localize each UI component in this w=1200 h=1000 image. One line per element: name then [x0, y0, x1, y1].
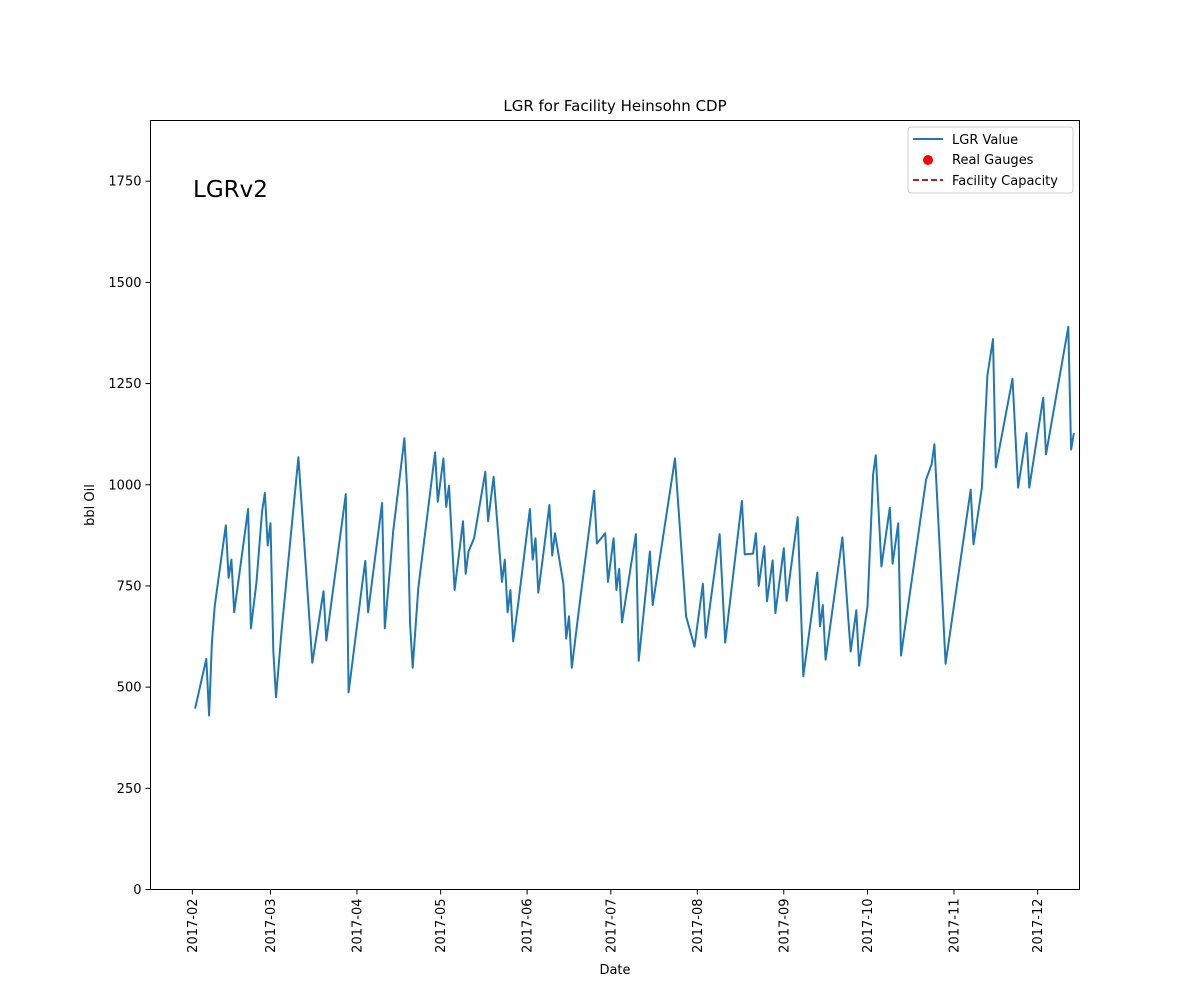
x-tick-label: 2017-04 — [350, 899, 365, 953]
legend-box — [907, 126, 1074, 194]
x-tick-label: 2017-07 — [604, 899, 619, 953]
x-tick-label: 2017-11 — [947, 899, 962, 953]
legend-dot-swatch — [923, 155, 933, 165]
x-tick-label: 2017-03 — [264, 899, 279, 953]
x-tick-label: 2017-05 — [434, 899, 449, 953]
legend-label-real-gauges: Real Gauges — [952, 153, 1034, 168]
legend-label-facility-capacity: Facility Capacity — [952, 174, 1058, 189]
chart-annotation: LGRv2 — [193, 177, 268, 203]
legend-label-lgr-value: LGR Value — [952, 133, 1018, 148]
y-tick-label: 750 — [117, 579, 142, 594]
x-tick-label: 2017-06 — [521, 899, 536, 953]
y-tick-label: 250 — [117, 782, 142, 797]
y-axis-ticks: 0 250 500 750 1000 1250 1500 1750 — [108, 175, 151, 898]
x-tick-label: 2017-10 — [861, 899, 876, 953]
y-tick-label: 500 — [117, 681, 142, 696]
x-axis-label: Date — [599, 963, 630, 978]
legend: LGR Value Real Gauges Facility Capacity — [907, 126, 1074, 194]
y-tick-label: 1750 — [108, 175, 141, 190]
x-tick-label: 2017-08 — [691, 899, 706, 953]
lgr-value-series-line — [194, 325, 1075, 717]
y-tick-label: 0 — [133, 883, 141, 898]
y-tick-label: 1250 — [108, 377, 141, 392]
x-tick-label: 2017-09 — [777, 899, 792, 953]
plot-frame — [150, 120, 1080, 890]
y-tick-label: 1000 — [108, 478, 141, 493]
x-axis-ticks: 2017-02 2017-03 2017-04 2017-05 2017-06 2017-… — [186, 889, 1046, 953]
x-tick-label: 2017-12 — [1031, 899, 1046, 953]
y-axis-label: bbl Oil — [83, 484, 98, 526]
x-tick-label: 2017-02 — [186, 899, 201, 953]
y-tick-label: 1500 — [108, 276, 141, 291]
chart-title: LGR for Facility Heinsohn CDP — [503, 97, 726, 115]
